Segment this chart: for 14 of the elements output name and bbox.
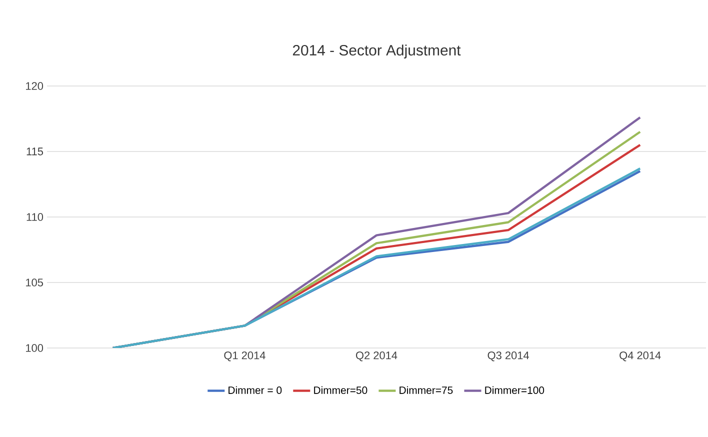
x-tick-label: Q1 2014 — [224, 352, 266, 362]
legend-label: Dimmer=100 — [485, 386, 544, 394]
legend-label: Dimmer=75 — [400, 386, 453, 394]
x-tick-label: Q3 2014 — [488, 352, 529, 362]
x-tick-label: Q2 2014 — [356, 352, 398, 362]
x-tick-label: Q4 2014 — [620, 352, 661, 362]
y-tick-label: 110 — [26, 213, 44, 221]
legend-label: Dimmer=50 — [314, 386, 368, 394]
y-tick-label: 120 — [26, 82, 44, 90]
chart-title: 2014 - Sector Adjustment — [292, 44, 461, 58]
y-tick-label: 115 — [26, 148, 44, 156]
y-tick-label: 105 — [26, 278, 44, 286]
y-tick-label: 100 — [26, 344, 44, 352]
legend-label: Dimmer = 0 — [228, 386, 282, 394]
